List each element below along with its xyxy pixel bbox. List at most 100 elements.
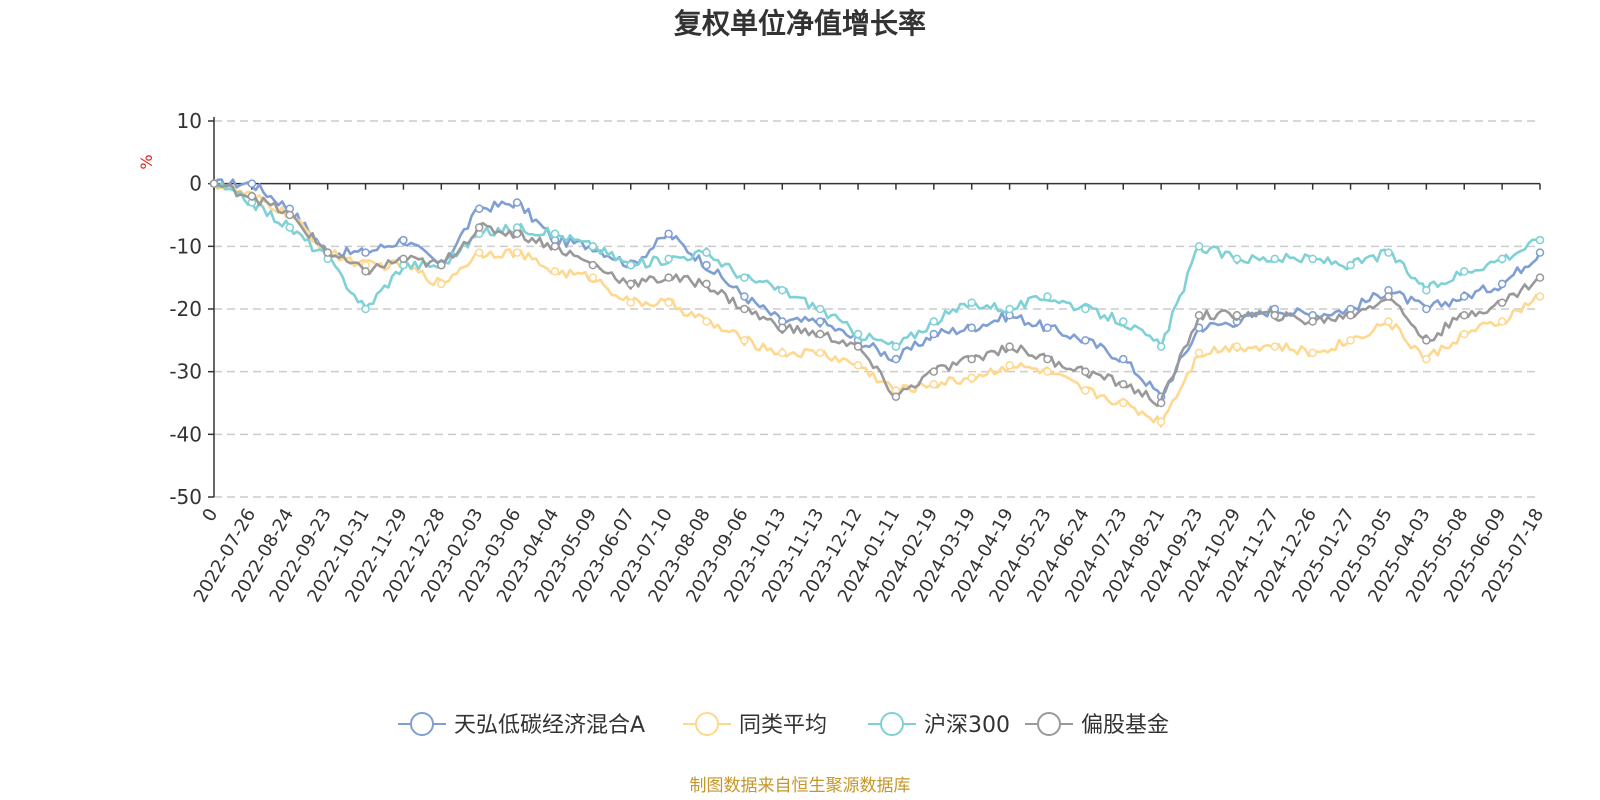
data-point bbox=[702, 248, 711, 257]
data-point bbox=[1005, 304, 1014, 314]
data-point bbox=[588, 260, 598, 270]
legend-label: 偏股基金 bbox=[1081, 713, 1169, 738]
data-point bbox=[588, 273, 598, 282]
data-point bbox=[664, 298, 673, 307]
data-point bbox=[740, 336, 749, 345]
data-point bbox=[1232, 311, 1242, 320]
legend-item[interactable]: 偏股基金 bbox=[1025, 712, 1169, 738]
data-point bbox=[1422, 354, 1431, 364]
data-point bbox=[740, 273, 749, 282]
data-point bbox=[1194, 311, 1204, 320]
data-point bbox=[1119, 379, 1128, 389]
data-point bbox=[512, 248, 522, 257]
data-point bbox=[664, 229, 673, 239]
data-point bbox=[512, 229, 522, 239]
data-point bbox=[1346, 336, 1355, 345]
y-tick-label: -40 bbox=[169, 422, 202, 446]
data-point bbox=[361, 248, 370, 257]
data-point bbox=[778, 323, 787, 333]
data-point bbox=[588, 242, 598, 251]
data-point bbox=[1156, 342, 1166, 351]
data-point bbox=[1081, 367, 1090, 376]
data-point bbox=[1081, 386, 1090, 395]
data-point bbox=[891, 392, 901, 401]
data-point bbox=[1422, 336, 1431, 345]
legend[interactable]: 天弘低碳经济混合A 同类平均 沪深300 偏股基金 bbox=[398, 712, 1169, 738]
data-point bbox=[929, 317, 939, 326]
legend-item[interactable]: 天弘低碳经济混合A bbox=[398, 712, 645, 738]
data-point bbox=[967, 354, 976, 364]
data-point bbox=[1346, 311, 1355, 320]
y-tick-label: -20 bbox=[169, 297, 202, 321]
data-point bbox=[437, 279, 446, 289]
legend-item[interactable]: 同类平均 bbox=[683, 712, 827, 738]
legend-marker bbox=[880, 712, 904, 736]
y-tick-label: -30 bbox=[169, 360, 202, 384]
y-axis-unit: % bbox=[137, 154, 156, 169]
data-source-note: 制图数据来自恒生聚源数据库 bbox=[690, 776, 911, 796]
series-line bbox=[213, 181, 1541, 349]
data-point bbox=[550, 267, 560, 276]
data-point bbox=[815, 304, 825, 314]
data-point bbox=[740, 304, 749, 314]
data-point bbox=[247, 191, 257, 201]
series-line bbox=[213, 182, 1541, 407]
data-point bbox=[1497, 298, 1507, 307]
x-tick-labels: 02022-07-262022-08-242022-09-232022-10-3… bbox=[190, 505, 1549, 606]
data-point bbox=[1384, 317, 1393, 326]
data-point bbox=[967, 373, 976, 383]
data-point bbox=[853, 342, 863, 351]
data-point bbox=[1459, 311, 1469, 320]
data-point bbox=[247, 179, 257, 188]
data-point bbox=[1346, 260, 1355, 270]
series-lines bbox=[209, 178, 1545, 428]
data-point bbox=[1459, 329, 1469, 339]
legend-marker bbox=[410, 712, 434, 736]
data-point bbox=[474, 248, 484, 257]
data-point bbox=[1270, 311, 1280, 320]
data-point bbox=[853, 329, 863, 339]
data-point bbox=[285, 223, 295, 232]
legend-item[interactable]: 沪深300 bbox=[868, 712, 1010, 738]
data-point bbox=[437, 260, 446, 270]
data-point bbox=[929, 367, 939, 376]
data-point bbox=[929, 379, 939, 389]
data-point bbox=[702, 260, 711, 270]
data-point bbox=[512, 198, 522, 207]
data-point bbox=[702, 317, 711, 326]
data-point bbox=[929, 329, 939, 339]
data-point bbox=[1535, 292, 1545, 301]
data-point bbox=[323, 248, 332, 257]
data-point bbox=[853, 361, 863, 370]
data-point bbox=[1535, 273, 1545, 282]
data-point bbox=[1119, 354, 1128, 364]
data-point bbox=[891, 342, 901, 351]
data-point bbox=[626, 298, 635, 307]
data-point bbox=[702, 279, 711, 289]
y-tick-label: -50 bbox=[169, 485, 202, 509]
data-point bbox=[1308, 317, 1317, 326]
data-point bbox=[1081, 304, 1090, 314]
data-point bbox=[1194, 242, 1204, 251]
data-point bbox=[1005, 361, 1014, 370]
data-point bbox=[474, 204, 484, 213]
data-point bbox=[1535, 248, 1545, 257]
data-point bbox=[361, 304, 370, 314]
data-point bbox=[361, 267, 370, 276]
x-tick-label: 0 bbox=[198, 505, 222, 525]
data-point bbox=[1270, 254, 1280, 264]
data-point bbox=[1156, 417, 1166, 427]
data-point bbox=[1384, 248, 1393, 257]
data-point bbox=[1232, 342, 1242, 351]
legend-marker bbox=[695, 712, 719, 736]
y-tick-label: 0 bbox=[189, 172, 202, 196]
data-point bbox=[626, 260, 635, 270]
data-point bbox=[967, 323, 976, 333]
data-point bbox=[209, 179, 219, 188]
series-line bbox=[213, 178, 1542, 397]
grid-lines bbox=[214, 120, 1540, 498]
data-point bbox=[815, 317, 825, 326]
data-point bbox=[1119, 317, 1128, 326]
chart-title: 复权单位净值增长率 bbox=[674, 7, 926, 40]
